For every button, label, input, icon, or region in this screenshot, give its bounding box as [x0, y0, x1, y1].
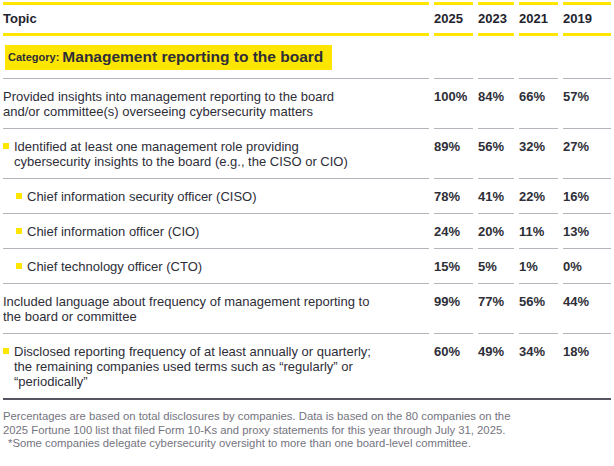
topic-cell: Chief technology officer (CTO) [3, 248, 429, 283]
topic-cell: Chief information security officer (CISO… [3, 178, 429, 213]
footnotes: Percentages are based on total disclosur… [3, 410, 611, 451]
value-2023: 5% [478, 248, 514, 283]
category-banner: Category:Management reporting to the boa… [5, 45, 332, 70]
topic-text: Chief technology officer (CTO) [27, 259, 429, 274]
value-2025: 78% [434, 178, 473, 213]
value-2019: 57% [563, 78, 611, 128]
value-2019: 18% [563, 333, 611, 398]
value-2023: 49% [478, 333, 514, 398]
value-2025: 15% [434, 248, 473, 283]
value-2025: 24% [434, 213, 473, 248]
value-2023: 41% [478, 178, 514, 213]
column-header-2023: 2023 [478, 2, 514, 36]
value-2019: 27% [563, 128, 611, 178]
column-header-2021: 2021 [519, 2, 558, 36]
bullet-square-icon [16, 263, 22, 269]
table-row: Chief information officer (CIO) 24% 20% … [3, 213, 611, 248]
value-2021: 32% [519, 128, 558, 178]
value-2025: 60% [434, 333, 473, 398]
topic-text: Provided insights into management report… [3, 89, 429, 119]
table-row: Disclosed reporting frequency of at leas… [3, 333, 611, 398]
table-body: Provided insights into management report… [3, 78, 611, 398]
table-bottom-rule [3, 398, 611, 400]
topic-cell: Disclosed reporting frequency of at leas… [3, 333, 429, 398]
topic-cell: Chief information officer (CIO) [3, 213, 429, 248]
value-2019: 44% [563, 283, 611, 333]
topic-cell: Included language about frequency of man… [3, 283, 429, 333]
value-2021: 22% [519, 178, 558, 213]
topic-text: Included language about frequency of man… [3, 294, 429, 324]
footnote-line: 2025 Fortune 100 list that filed Form 10… [3, 424, 611, 438]
bullet-square-icon [3, 143, 9, 149]
value-2025: 100% [434, 78, 473, 128]
table-row: Identified at least one management role … [3, 128, 611, 178]
value-2021: 66% [519, 78, 558, 128]
value-2021: 56% [519, 283, 558, 333]
value-2019: 0% [563, 248, 611, 283]
topic-text: Chief information security officer (CISO… [27, 189, 429, 204]
topic-text: Chief information officer (CIO) [27, 224, 429, 239]
topic-cell: Provided insights into management report… [3, 78, 429, 128]
value-2023: 77% [478, 283, 514, 333]
disclosure-table-page: Topic 2025 2023 2021 2019 Category:Manag… [0, 0, 614, 466]
topic-text: Disclosed reporting frequency of at leas… [14, 344, 429, 389]
table-row: Included language about frequency of man… [3, 283, 611, 333]
value-2019: 16% [563, 178, 611, 213]
value-2021: 34% [519, 333, 558, 398]
bullet-square-icon [3, 348, 9, 354]
table-row: Chief technology officer (CTO) 15% 5% 1%… [3, 248, 611, 283]
value-2025: 89% [434, 128, 473, 178]
topic-text: Identified at least one management role … [14, 139, 429, 169]
value-2023: 56% [478, 128, 514, 178]
value-2021: 1% [519, 248, 558, 283]
bullet-square-icon [16, 193, 22, 199]
value-2021: 11% [519, 213, 558, 248]
column-header-topic: Topic [3, 2, 429, 36]
topic-cell: Identified at least one management role … [3, 128, 429, 178]
category-title: Management reporting to the board [62, 48, 323, 65]
value-2023: 20% [478, 213, 514, 248]
category-label: Category: [8, 51, 59, 63]
table-row: Chief information security officer (CISO… [3, 178, 611, 213]
bullet-square-icon [16, 228, 22, 234]
table-row: Provided insights into management report… [3, 78, 611, 128]
value-2023: 84% [478, 78, 514, 128]
footnote-line: Percentages are based on total disclosur… [3, 410, 611, 424]
table-header-row: Topic 2025 2023 2021 2019 [3, 2, 611, 36]
value-2025: 99% [434, 283, 473, 333]
column-header-2025: 2025 [434, 2, 473, 36]
value-2019: 13% [563, 213, 611, 248]
footnote-asterisk-line: *Some companies delegate cybersecurity o… [3, 437, 611, 451]
column-header-2019: 2019 [563, 2, 611, 36]
